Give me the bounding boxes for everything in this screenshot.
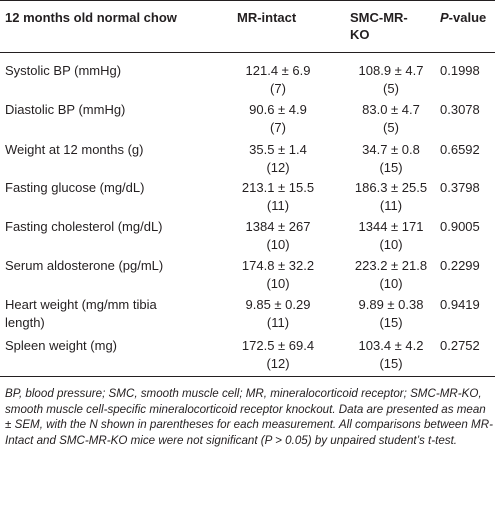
smc-mr-ko-mean: 34.7 ± 0.8 (362, 142, 420, 157)
mr-intact-n: (11) (266, 198, 290, 213)
table-header-rule (0, 52, 495, 53)
smc-mr-ko-n: (10) (379, 237, 403, 252)
header-smc-mr-ko-line1: SMC-MR- (350, 10, 408, 25)
table-footnote: BP, blood pressure; SMC, smooth muscle c… (5, 387, 493, 447)
smc-mr-ko-n: (15) (379, 160, 403, 175)
table-bottom-rule (0, 376, 495, 377)
header-smc-mr-ko: SMC-MR- KO (350, 9, 408, 43)
smc-mr-ko-n: (5) (383, 81, 399, 96)
smc-mr-ko-mean: 9.89 ± 0.38 (358, 297, 424, 312)
table-top-rule (0, 0, 495, 1)
p-value: 0.3798 (440, 180, 480, 195)
mr-intact-mean: 9.85 ± 0.29 (245, 297, 311, 312)
mr-intact-n: (10) (266, 276, 290, 291)
p-value: 0.3078 (440, 102, 480, 117)
row-label: Fasting glucose (mg/dL) (5, 180, 145, 195)
smc-mr-ko-mean: 108.9 ± 4.7 (358, 63, 424, 78)
mr-intact-n: (7) (270, 81, 286, 96)
p-value: 0.9419 (440, 297, 480, 312)
p-value: 0.2752 (440, 338, 480, 353)
mr-intact-mean: 1384 ± 267 (245, 219, 311, 234)
mr-intact-n: (7) (270, 120, 286, 135)
mr-intact-n: (12) (266, 356, 290, 371)
row-label: Spleen weight (mg) (5, 338, 117, 353)
row-label: Fasting cholesterol (mg/dL) (5, 219, 163, 234)
header-mr-intact: MR-intact (237, 10, 297, 25)
mr-intact-mean: 174.8 ± 32.2 (241, 258, 315, 273)
smc-mr-ko-mean: 103.4 ± 4.2 (358, 338, 424, 353)
p-value: 0.6592 (440, 142, 480, 157)
row-label-line2: length) (5, 315, 45, 330)
smc-mr-ko-mean: 83.0 ± 4.7 (362, 102, 420, 117)
mr-intact-n: (12) (266, 160, 290, 175)
mr-intact-mean: 121.4 ± 6.9 (245, 63, 311, 78)
row-label: Serum aldosterone (pg/mL) (5, 258, 164, 273)
mr-intact-mean: 90.6 ± 4.9 (249, 102, 307, 117)
table-header: 12 months old normal chow MR-intact SMC-… (0, 0, 495, 52)
header-smc-mr-ko-line2: KO (350, 27, 370, 42)
row-label: Diastolic BP (mmHg) (5, 102, 126, 117)
smc-mr-ko-n: (15) (379, 315, 403, 330)
smc-mr-ko-n: (10) (379, 276, 403, 291)
mr-intact-n: (10) (266, 237, 290, 252)
mr-intact-mean: 35.5 ± 1.4 (249, 142, 307, 157)
header-p-rest: -value (448, 10, 487, 25)
p-value: 0.1998 (440, 63, 480, 78)
smc-mr-ko-mean: 223.2 ± 21.8 (354, 258, 428, 273)
row-label: Systolic BP (mmHg) (5, 63, 122, 78)
header-p-value: P-value (440, 9, 486, 26)
smc-mr-ko-n: (5) (383, 120, 399, 135)
row-label: Weight at 12 months (g) (5, 142, 144, 157)
mr-intact-mean: 213.1 ± 15.5 (241, 180, 315, 195)
smc-mr-ko-n: (11) (379, 198, 403, 213)
smc-mr-ko-mean: 186.3 ± 25.5 (354, 180, 428, 195)
row-label: Heart weight (mg/mm tibia (5, 297, 157, 312)
p-value: 0.9005 (440, 219, 480, 234)
mr-intact-n: (11) (266, 315, 290, 330)
mr-intact-mean: 172.5 ± 69.4 (241, 338, 315, 353)
p-value: 0.2299 (440, 258, 480, 273)
header-label: 12 months old normal chow (5, 10, 177, 25)
header-p-italic: P (440, 10, 449, 25)
smc-mr-ko-n: (15) (379, 356, 403, 371)
smc-mr-ko-mean: 1344 ± 171 (358, 219, 424, 234)
